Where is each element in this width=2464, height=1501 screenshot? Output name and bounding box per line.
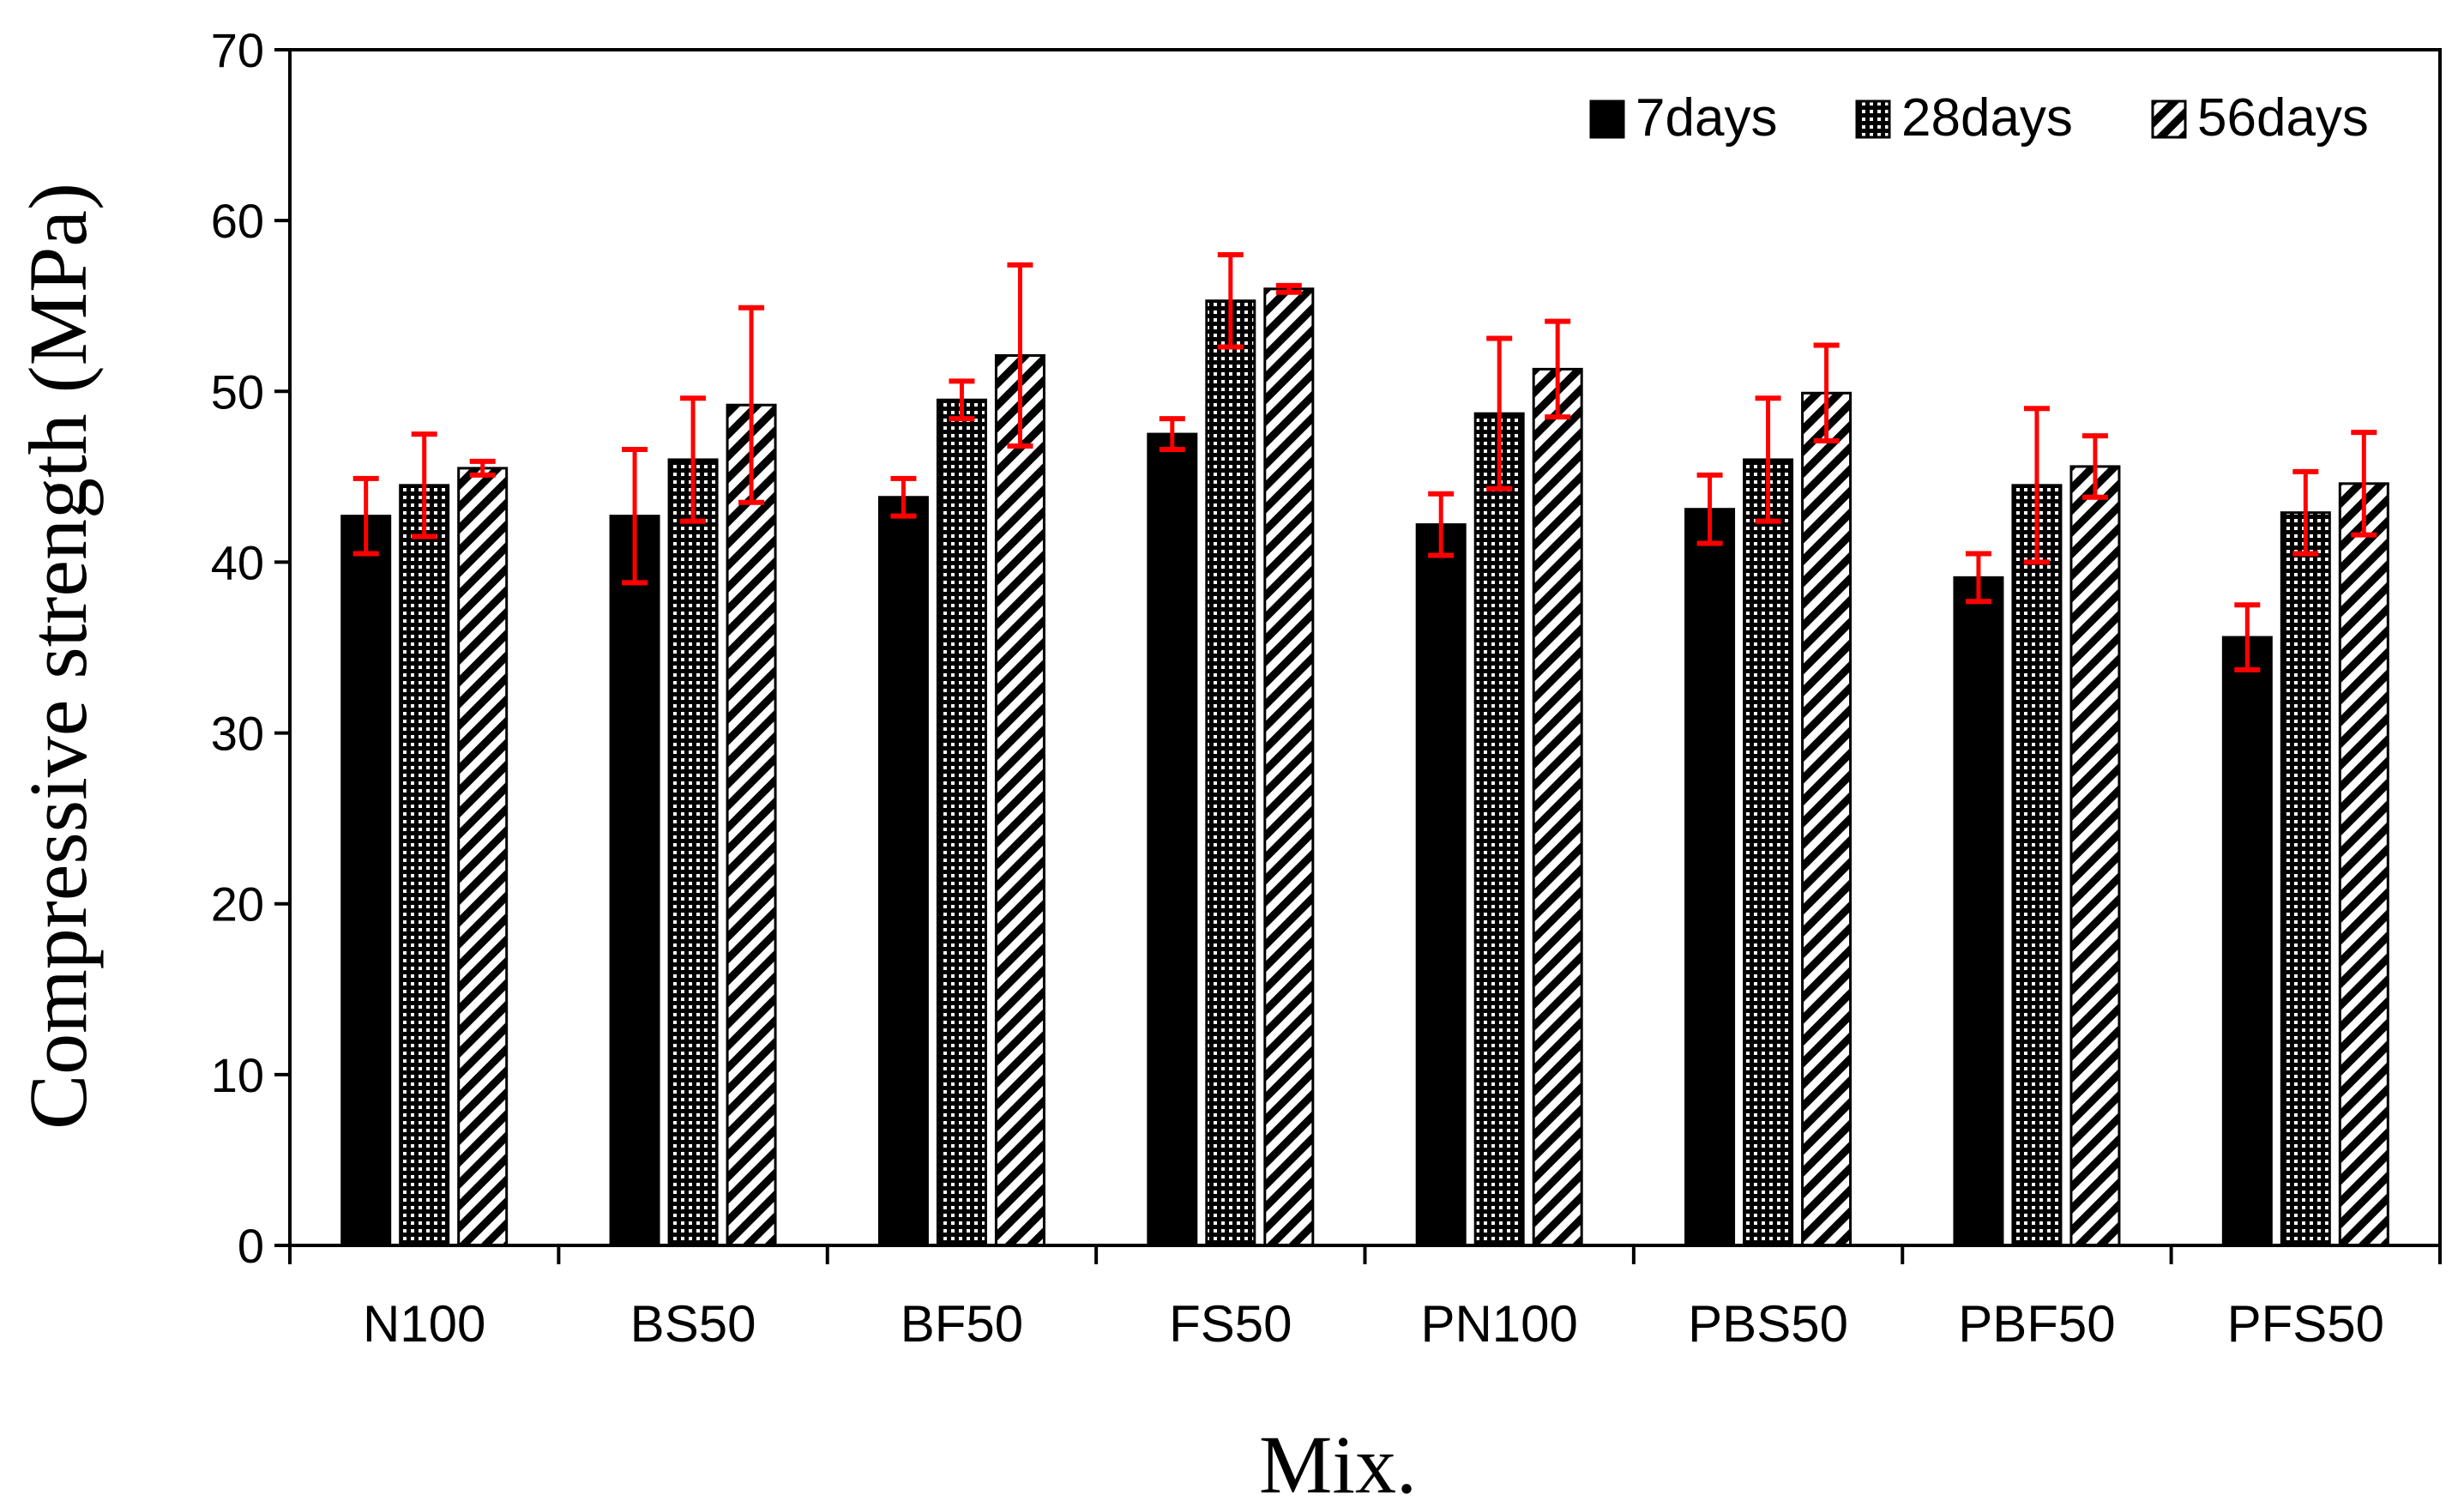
- legend-label-56days: 56days: [2197, 88, 2369, 148]
- bar-56days-BS50: [726, 403, 777, 1247]
- y-axis-title: Compressive strength (MPa): [12, 183, 104, 1130]
- x-tick-label-PBF50: PBF50: [1958, 1295, 2115, 1353]
- y-tick-label-30: 30: [211, 707, 264, 761]
- bar-56days-PBS50: [1801, 391, 1853, 1247]
- legend-swatch-56days: [2151, 99, 2187, 139]
- x-tick-label-BS50: BS50: [630, 1295, 756, 1353]
- bar-7days-PN100: [1415, 523, 1467, 1247]
- bar-28days-N100: [399, 484, 450, 1247]
- bars-layer: [340, 287, 2389, 1247]
- bar-28days-PBF50: [2011, 484, 2063, 1247]
- bar-56days-PFS50: [2338, 482, 2389, 1247]
- legend-swatch-7days: [1589, 99, 1625, 139]
- x-tick-label-BF50: BF50: [901, 1295, 1023, 1353]
- bar-28days-FS50: [1205, 299, 1256, 1247]
- error-bars-layer: [352, 251, 2377, 672]
- y-tick-label-60: 60: [211, 194, 264, 248]
- y-tick-label-10: 10: [211, 1048, 264, 1102]
- bar-56days-N100: [457, 467, 509, 1247]
- bar-28days-PBS50: [1743, 458, 1794, 1247]
- y-tick-label-50: 50: [211, 365, 264, 419]
- x-tick-label-PN100: PN100: [1420, 1295, 1577, 1353]
- bar-28days-PFS50: [2280, 511, 2331, 1247]
- x-tick-label-FS50: FS50: [1169, 1295, 1292, 1353]
- bar-56days-PBF50: [2069, 465, 2121, 1247]
- x-tick-label-PBS50: PBS50: [1688, 1295, 1848, 1353]
- bar-56days-FS50: [1263, 287, 1315, 1247]
- axes-layer: 0 10 20 30 40 50 60 70 N100 BS50 BF50 FS50 PN100 PBS5…: [211, 23, 2442, 1353]
- x-axis-title: Mix.: [1259, 1419, 1417, 1501]
- y-tick-label-0: 0: [238, 1219, 264, 1273]
- legend-label-7days: 7days: [1636, 88, 1777, 148]
- bar-28days-PN100: [1473, 412, 1525, 1247]
- bar-28days-BS50: [667, 458, 719, 1247]
- bar-7days-PBF50: [1953, 576, 2004, 1247]
- bar-7days-FS50: [1147, 432, 1198, 1247]
- bar-56days-PN100: [1532, 367, 1583, 1247]
- legend-label-28days: 28days: [1901, 88, 2073, 148]
- y-tick-label-20: 20: [211, 877, 264, 931]
- y-tick-label-70: 70: [211, 23, 264, 77]
- bar-56days-BF50: [994, 353, 1045, 1247]
- legend: 7days 28days 56days: [1589, 88, 2369, 148]
- x-tick-label-N100: N100: [363, 1295, 485, 1353]
- bar-7days-BF50: [877, 496, 929, 1247]
- bar-7days-PBS50: [1684, 508, 1736, 1247]
- bar-7days-BS50: [609, 515, 660, 1247]
- bar-28days-BF50: [936, 398, 987, 1247]
- y-tick-label-40: 40: [211, 535, 264, 589]
- bar-7days-PFS50: [2221, 636, 2273, 1247]
- bar-7days-N100: [340, 515, 392, 1247]
- x-tick-label-PFS50: PFS50: [2227, 1295, 2384, 1353]
- legend-swatch-28days: [1855, 99, 1891, 139]
